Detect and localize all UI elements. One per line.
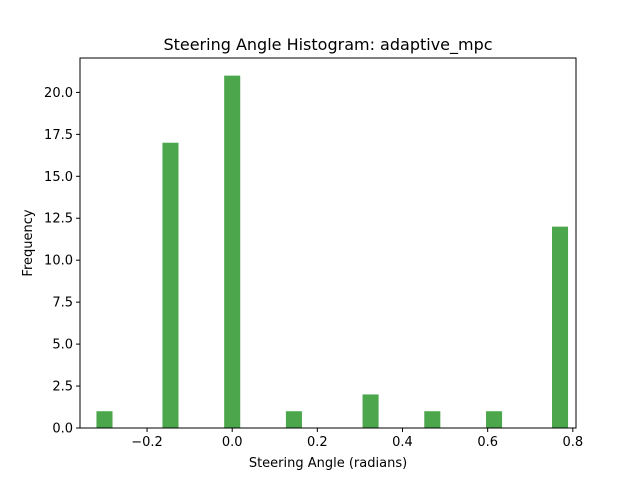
histogram-bar-4 (362, 394, 379, 428)
histogram-bar-1 (162, 142, 179, 429)
y-axis-label: Frequency (21, 209, 36, 276)
y-tick-label: 20.0 (44, 86, 73, 101)
x-tick-label: −0.2 (131, 435, 163, 450)
y-tick-label: 5.0 (52, 338, 73, 353)
y-tick-label: 15.0 (44, 170, 73, 185)
histogram-bar-0 (96, 411, 113, 428)
y-axis-ticks: 0.0 2.5 5.0 7.5 10.0 12.5 15.0 17.5 20.0 (44, 86, 80, 437)
x-tick-label: 0.4 (392, 435, 413, 450)
histogram-bar-5 (424, 411, 441, 428)
histogram-bar-2 (224, 75, 241, 429)
y-tick-label: 17.5 (44, 128, 73, 143)
y-tick-label: 2.5 (52, 380, 73, 395)
x-tick-label: 0.6 (477, 435, 498, 450)
x-axis-label: Steering Angle (radians) (249, 456, 407, 471)
histogram-bar-7 (552, 226, 569, 428)
y-tick-label: 10.0 (44, 254, 73, 269)
x-tick-label: 0.2 (307, 435, 328, 450)
chart-title: Steering Angle Histogram: adaptive_mpc (163, 35, 492, 55)
x-tick-label: 0.8 (562, 435, 583, 450)
histogram-bar-6 (486, 411, 503, 428)
histogram-bar-3 (285, 411, 302, 428)
x-axis-ticks: −0.2 0.0 0.2 0.4 0.6 0.8 (131, 428, 583, 450)
y-tick-label: 12.5 (44, 212, 73, 227)
y-tick-label: 0.0 (52, 422, 73, 437)
bars-group (96, 75, 569, 429)
y-tick-label: 7.5 (52, 296, 73, 311)
axes-frame (79, 57, 577, 429)
x-tick-label: 0.0 (222, 435, 243, 450)
